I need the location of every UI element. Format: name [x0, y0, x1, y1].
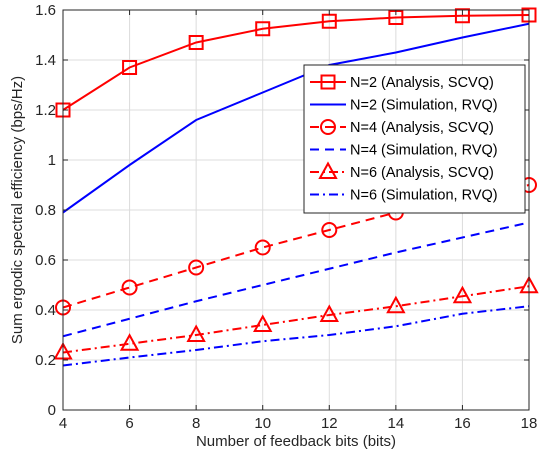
triangle-marker — [119, 333, 140, 351]
x-tick-label: 10 — [254, 415, 271, 432]
triangle-marker — [253, 314, 273, 332]
triangle-marker — [186, 324, 206, 342]
x-tick-label: 6 — [125, 415, 133, 432]
y-tick-label: 1.4 — [35, 52, 56, 69]
square-marker — [122, 60, 138, 75]
y-tick-label: 1.2 — [35, 102, 56, 119]
y-tick-label: 0 — [48, 402, 56, 419]
legend-item: N=2 (Analysis, SCVQ) — [310, 74, 494, 91]
circle-marker — [321, 222, 338, 238]
triangle-marker — [452, 285, 473, 304]
legend-label: N=6 (Simulation, RVQ) — [350, 188, 498, 204]
circle-marker — [188, 259, 205, 276]
circle-marker — [320, 119, 336, 135]
legend-label: N=6 (Analysis, SCVQ) — [350, 165, 494, 181]
x-tick-label: 8 — [192, 415, 200, 432]
y-tick-label: 0.6 — [35, 252, 56, 269]
y-tick-label: 0.8 — [35, 202, 56, 219]
square-marker — [188, 35, 204, 50]
x-tick-label: 4 — [59, 415, 67, 432]
legend-item: N=6 (Simulation, RVQ) — [310, 188, 498, 204]
y-axis-title: Sum ergodic spectral efficiency (bps/Hz) — [9, 76, 26, 344]
series-4 — [62, 221, 530, 338]
legend-label: N=4 (Analysis, SCVQ) — [350, 120, 494, 136]
y-tick-label: 1.6 — [35, 2, 56, 19]
y-tick-label: 1 — [48, 152, 56, 169]
legend-label: N=2 (Analysis, SCVQ) — [350, 75, 494, 91]
series-line — [62, 305, 530, 367]
series-5 — [53, 275, 539, 360]
series-line — [62, 221, 530, 338]
x-tick-label: 16 — [454, 415, 471, 432]
triangle-marker — [318, 161, 338, 179]
series-line — [62, 14, 530, 111]
series-6 — [62, 305, 530, 367]
triangle-marker — [319, 304, 339, 322]
legend: N=2 (Analysis, SCVQ) N=2 (Simulation, RVQ… — [303, 64, 526, 214]
series-line — [62, 285, 530, 354]
series-layer — [53, 7, 539, 367]
square-marker — [454, 8, 470, 24]
circle-marker — [254, 239, 271, 256]
legend-label: N=2 (Simulation, RVQ) — [350, 98, 498, 114]
y-tick-label: 0.2 — [35, 352, 56, 369]
x-tick-label: 18 — [521, 415, 538, 432]
legend-item: N=4 (Analysis, SCVQ) — [310, 119, 494, 136]
legend-box — [303, 64, 526, 214]
series-line — [62, 184, 530, 309]
legend-item: N=4 (Simulation, RVQ) — [310, 143, 498, 159]
circle-marker — [121, 279, 138, 296]
series-2 — [62, 22, 530, 214]
triangle-marker — [386, 295, 406, 314]
x-tick-label: 14 — [388, 415, 405, 432]
y-axis: 0 0.2 0.4 0.6 0.8 1 1.2 1.4 1.6 — [35, 2, 529, 419]
square-marker — [320, 74, 336, 90]
square-marker — [255, 21, 271, 37]
y-tick-label: 0.4 — [35, 302, 56, 319]
series-line — [62, 22, 530, 214]
legend-item: N=6 (Analysis, SCVQ) — [310, 161, 494, 181]
legend-label: N=4 (Simulation, RVQ) — [350, 143, 498, 159]
x-tick-label: 12 — [321, 415, 338, 432]
legend-item: N=2 (Simulation, RVQ) — [310, 98, 498, 114]
x-axis-title: Number of feedback bits (bits) — [196, 433, 396, 450]
x-axis: 4 6 8 10 12 14 16 18 — [59, 10, 538, 432]
